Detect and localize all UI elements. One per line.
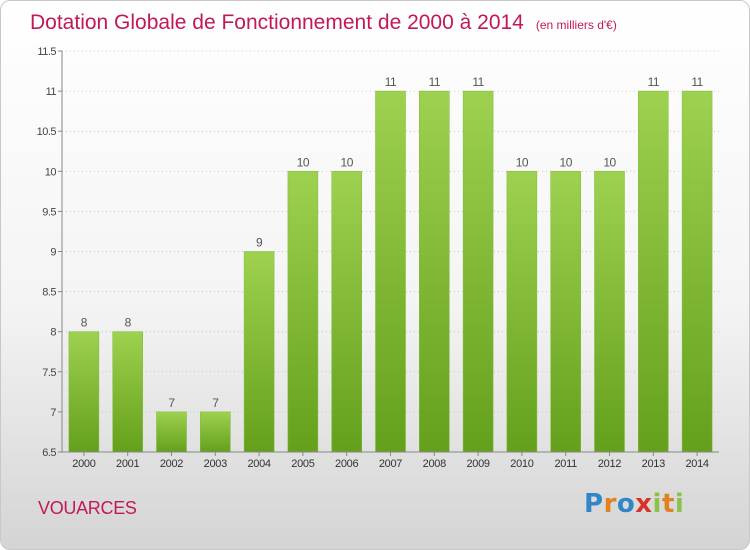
data-label: 10: [341, 155, 354, 169]
x-tick-label: 2011: [554, 458, 577, 470]
data-label: 11: [648, 75, 660, 89]
x-tick-label: 2012: [598, 458, 621, 470]
chart-title-text: Dotation Globale de Fonctionnement de 20…: [30, 11, 524, 34]
data-label: 8: [125, 316, 132, 330]
y-tick-label: 7: [50, 407, 56, 419]
logo-letter: i: [652, 489, 662, 519]
bar: [156, 411, 187, 453]
commune-name: VOUARCES: [38, 498, 137, 518]
data-label: 10: [297, 155, 310, 169]
bar: [506, 171, 538, 453]
bar: [638, 90, 669, 453]
x-tick-label: 2000: [72, 458, 95, 470]
logo-letter: P: [584, 489, 604, 519]
bar: [550, 171, 581, 453]
y-tick-label: 11: [46, 86, 57, 98]
bar: [243, 251, 275, 453]
y-tick-label: 10.5: [37, 126, 57, 138]
bars: [68, 90, 713, 453]
y-tick-label: 10: [45, 166, 57, 178]
y-tick-label: 9: [50, 247, 56, 259]
y-tick-label: 8.5: [42, 287, 56, 299]
data-labels: 8 8 7 7 9 10 10 11 11 11 10 10 10 11 11: [81, 75, 704, 410]
bar: [681, 90, 713, 453]
x-tick-label: 2006: [335, 458, 358, 470]
data-label: 7: [212, 396, 219, 410]
data-label: 8: [81, 316, 88, 330]
x-tick-label: 2014: [685, 458, 708, 470]
x-tick-label: 2007: [379, 458, 402, 470]
data-label: 11: [385, 75, 397, 89]
logo-letter: r: [603, 489, 617, 519]
x-tick-label: 2004: [247, 458, 270, 470]
x-tick-label: 2005: [291, 458, 314, 470]
x-tick-label: 2009: [466, 458, 489, 470]
bar: [68, 331, 100, 453]
x-tick-label: 2010: [510, 458, 533, 470]
bar: [375, 90, 406, 453]
x-tick-label: 2002: [160, 458, 183, 470]
y-tick-label: 7.5: [42, 367, 56, 379]
data-label: 11: [472, 75, 484, 89]
y-tick-label: 11.5: [37, 46, 56, 58]
y-tick-label: 8: [50, 327, 56, 339]
data-label: 10: [516, 155, 529, 169]
y-tick-label: 9.5: [42, 206, 56, 218]
data-label: 10: [560, 155, 573, 169]
x-tick-label: 2003: [204, 458, 227, 470]
bar: [419, 90, 450, 453]
x-tick-label: 2013: [642, 458, 665, 470]
bar: [331, 171, 362, 453]
axes: 6.5 7 7.5 8 8.5 9 9.5 10 10.5 11 11.5 2000 2001 2002 2…: [37, 46, 719, 470]
x-tick-label: 2001: [116, 458, 139, 470]
y-tick-label: 6.5: [42, 447, 56, 459]
data-label: 7: [168, 396, 175, 410]
bar: [462, 90, 494, 453]
logo-letter: t: [661, 489, 675, 519]
proxiti-logo: Proxiti: [584, 489, 684, 519]
bar: [594, 171, 625, 453]
bar: [112, 331, 143, 453]
chart-subtitle: (en milliers d'€): [535, 18, 617, 32]
data-label: 11: [429, 75, 441, 89]
logo-letter: i: [674, 489, 685, 519]
data-label: 9: [256, 236, 263, 250]
x-tick-label: 2008: [423, 458, 446, 470]
chart-title: Dotation Globale de Fonctionnement de 20…: [30, 11, 617, 35]
logo-letter: x: [635, 489, 653, 519]
data-label: 11: [691, 75, 703, 89]
bar: [200, 411, 231, 453]
data-label: 10: [603, 155, 616, 169]
logo-letter: o: [616, 489, 636, 519]
bar: [287, 171, 319, 453]
